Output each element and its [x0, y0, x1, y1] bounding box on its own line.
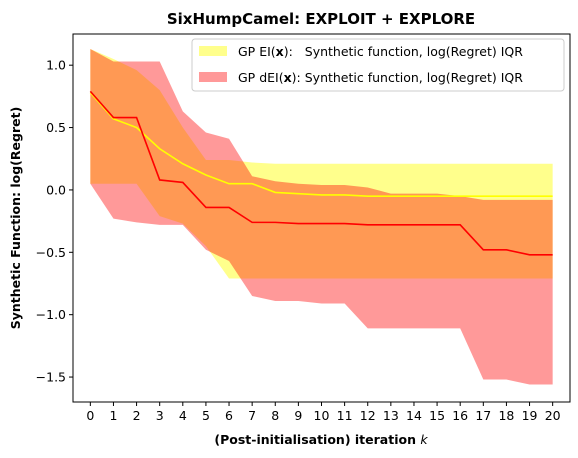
x-tick-label: 13: [383, 408, 399, 423]
y-tick-label: −1.0: [36, 307, 66, 322]
legend-label-dei: GP dEI(x): Synthetic function, log(Regre…: [238, 70, 523, 85]
legend-box: [191, 38, 565, 92]
x-tick-label: 14: [406, 408, 422, 423]
legend-swatch-dei: [199, 72, 227, 82]
x-tick-label: 3: [156, 408, 164, 423]
median-line-dei: [89, 90, 553, 256]
x-axis-label: (Post-initialisation) iteration k: [214, 432, 428, 447]
x-tick-label: 18: [498, 408, 514, 423]
x-axis-label-text: (Post-initialisation) iteration: [214, 432, 420, 447]
x-axis-label-var: k: [420, 432, 428, 447]
y-tick-label: 1.0: [46, 58, 66, 73]
x-tick-label: 7: [248, 408, 256, 423]
x-tick-label: 10: [314, 408, 330, 423]
x-tick-label: 17: [475, 408, 491, 423]
y-axis: 1.0 0.5 0.0 −0.5 −1.0 −1.5: [36, 58, 73, 385]
y-tick-label: −0.5: [36, 245, 66, 260]
plot-area: [89, 48, 553, 385]
iqr-band-dei: [90, 48, 553, 385]
y-tick-label: −1.5: [36, 370, 66, 385]
x-tick-label: 5: [202, 408, 210, 423]
x-tick-label: 4: [179, 408, 187, 423]
x-tick-label: 19: [522, 408, 538, 423]
x-tick-label: 6: [225, 408, 233, 423]
legend-label-ei: GP EI(x): Synthetic function, log(Regret…: [238, 44, 523, 59]
legend-swatch-ei: [199, 46, 227, 56]
x-tick-label: 11: [337, 408, 353, 423]
x-axis: 0 1 2 3 4 5 6 7 8 9 10 11 12 13 14 15 16 17 18 19 20: [86, 402, 561, 423]
x-tick-label: 16: [452, 408, 468, 423]
x-tick-label: 15: [429, 408, 445, 423]
median-line-ei: [89, 92, 553, 197]
x-tick-label: 20: [545, 408, 561, 423]
y-tick-label: 0.0: [46, 182, 66, 197]
x-tick-label: 8: [271, 408, 279, 423]
y-axis-label: Synthetic Function: log(Regret): [8, 107, 23, 330]
y-tick-label: 0.5: [46, 120, 66, 135]
x-tick-label: 9: [294, 408, 302, 423]
iqr-band-ei: [90, 48, 553, 279]
legend: GP EI(x): Synthetic function, log(Regret…: [191, 38, 565, 92]
chart-title: SixHumpCamel: EXPLOIT + EXPLORE: [167, 10, 475, 28]
x-tick-label: 12: [360, 408, 376, 423]
x-tick-label: 2: [133, 408, 141, 423]
x-tick-label: 0: [86, 408, 94, 423]
x-tick-label: 1: [109, 408, 117, 423]
